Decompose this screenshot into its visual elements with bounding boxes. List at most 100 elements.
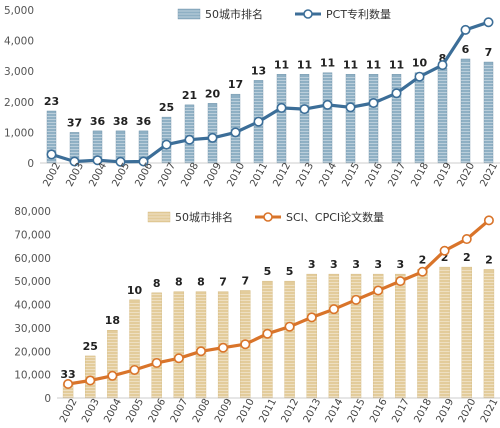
- chart2-line-point: [306, 312, 317, 323]
- chart2-y-tick-label: 40,000: [14, 300, 51, 312]
- chart2-y-tick-label: 30,000: [14, 323, 51, 335]
- chart2-line-point: [173, 353, 184, 364]
- chart2-y-tick-label: 80,000: [14, 206, 51, 218]
- chart2-line-point: [240, 339, 251, 350]
- chart1-line-point: [92, 155, 103, 166]
- chart1-x-tick-label: 2010: [225, 161, 247, 189]
- chart2-bar-label: 2: [463, 251, 471, 264]
- chart1-x-tick-label: 2017: [386, 161, 408, 189]
- chart2-x-tick-label: 2009: [213, 397, 235, 425]
- chart1-y-tick-label: 2,000: [4, 97, 34, 109]
- chart1-line-point: [299, 104, 310, 115]
- chart2-x-tick-label: 2014: [324, 397, 346, 425]
- chart2-y-tick-label: 50,000: [14, 276, 51, 288]
- chart1-y-tick-label: 3,000: [4, 66, 34, 78]
- chart1-bar-label: 25: [159, 101, 174, 114]
- chart2-bar-label: 10: [127, 284, 143, 297]
- chart1-bar-label: 6: [462, 43, 470, 56]
- chart1-bar-label: 13: [251, 64, 266, 77]
- chart2-x-tick-label: 2019: [435, 397, 457, 425]
- chart2-bar-label: 2: [485, 253, 493, 266]
- chart2-bar: [173, 291, 185, 399]
- chart1-x-tick-label: 2006: [133, 161, 155, 189]
- chart1-bar-label: 38: [113, 115, 128, 128]
- chart1-y-tick-label: 4,000: [4, 36, 34, 48]
- chart2-y-tick-label: 60,000: [14, 253, 51, 265]
- chart2-legend-label: 50城市排名: [175, 210, 233, 224]
- chart2-line-point: [439, 245, 450, 256]
- chart1-x-tick-label: 2008: [179, 161, 201, 189]
- chart2-line-point: [351, 294, 362, 305]
- chart2-bar-label: 2: [419, 253, 427, 266]
- chart1-bar-label: 8: [439, 52, 447, 65]
- chart1-line-point: [115, 156, 126, 167]
- chart2-line-point: [417, 266, 428, 277]
- chart2-x-tick-label: 2010: [235, 397, 257, 425]
- chart1-x-tick-label: 2018: [409, 161, 431, 189]
- chart1-x-tick-label: 2009: [202, 161, 224, 189]
- chart1-x-tick-label: 2019: [432, 161, 454, 189]
- chart2-bar-label: 3: [396, 258, 404, 271]
- chart1-bar-label: 37: [67, 116, 82, 129]
- chart1-bar-label: 36: [90, 115, 106, 128]
- chart2-line-point: [218, 342, 229, 353]
- chart2-line-point: [85, 375, 96, 386]
- chart2-bar-label: 3: [352, 258, 360, 271]
- chart1-bar: [437, 67, 448, 164]
- chart1-x-tick-label: 2013: [294, 161, 316, 189]
- chart1-legend-line-marker: [303, 9, 313, 19]
- chart2-bar: [328, 273, 340, 399]
- chart1-bar-label: 36: [136, 115, 152, 128]
- chart1-line-point: [138, 156, 149, 167]
- chart1-line-point: [230, 127, 241, 138]
- chart2-bar-label: 5: [264, 265, 272, 278]
- chart2-bar-label: 33: [60, 368, 75, 381]
- chart1-legend-label: PCT专利数量: [326, 7, 391, 21]
- chart2-line-point: [107, 370, 118, 381]
- chart2-x-tick-label: 2020: [457, 397, 479, 425]
- chart2-x-tick-label: 2015: [346, 397, 368, 425]
- chart2-y-tick-label: 0: [44, 393, 51, 405]
- chart2-x-tick-label: 2011: [257, 397, 279, 425]
- chart2-bar-label: 5: [286, 265, 294, 278]
- chart1-line-point: [483, 17, 494, 28]
- chart1-line-point: [345, 102, 356, 113]
- chart2-x-tick-label: 2017: [390, 397, 412, 425]
- chart1-line-point: [253, 116, 264, 127]
- chart1-bar-label: 11: [274, 58, 289, 71]
- chart2-legend-label: SCI、CPCI论文数量: [286, 210, 384, 224]
- chart2-bar: [306, 273, 317, 399]
- chart1-bar-label: 11: [366, 58, 381, 71]
- chart2-x-tick-label: 2016: [368, 397, 390, 425]
- chart2-bar-label: 3: [308, 258, 316, 271]
- chart2-x-tick-label: 2013: [302, 397, 324, 425]
- chart1-bar-label: 17: [228, 78, 243, 91]
- chart1-x-tick-label: 2003: [64, 161, 86, 189]
- chart1-line-point: [368, 98, 379, 109]
- chart2-x-tick-label: 2006: [147, 397, 169, 425]
- chart2-y-tick-label: 10,000: [14, 370, 51, 382]
- chart1-bar-label: 10: [412, 57, 428, 70]
- chart2-bar-label: 3: [330, 258, 338, 271]
- chart1-line-point: [184, 134, 195, 145]
- chart1-y-tick-label: 1,000: [4, 127, 34, 139]
- chart1-x-tick-label: 2020: [455, 161, 477, 189]
- chart1-line-point: [276, 102, 287, 113]
- chart1-line-point: [437, 60, 448, 71]
- chart2-line-point: [373, 285, 384, 296]
- chart2-bar-label: 8: [197, 276, 205, 289]
- chart1-x-tick-label: 2014: [317, 161, 339, 189]
- chart2-x-tick-label: 2021: [479, 397, 500, 425]
- chart1-x-tick-label: 2021: [478, 161, 500, 189]
- chart2-bar: [195, 291, 207, 399]
- chart2-x-tick-label: 2005: [124, 397, 146, 425]
- chart2-x-tick-label: 2008: [191, 397, 213, 425]
- chart1-line-point: [46, 149, 57, 160]
- chart2-bar-label: 18: [105, 314, 120, 327]
- chart1-bar-label: 23: [44, 95, 59, 108]
- chart1-bar-label: 11: [343, 58, 358, 71]
- chart1-line-point: [460, 24, 471, 35]
- chart2-x-tick-label: 2004: [102, 397, 124, 425]
- chart2-bar-label: 8: [153, 277, 161, 290]
- chart1-bar-label: 11: [320, 57, 335, 70]
